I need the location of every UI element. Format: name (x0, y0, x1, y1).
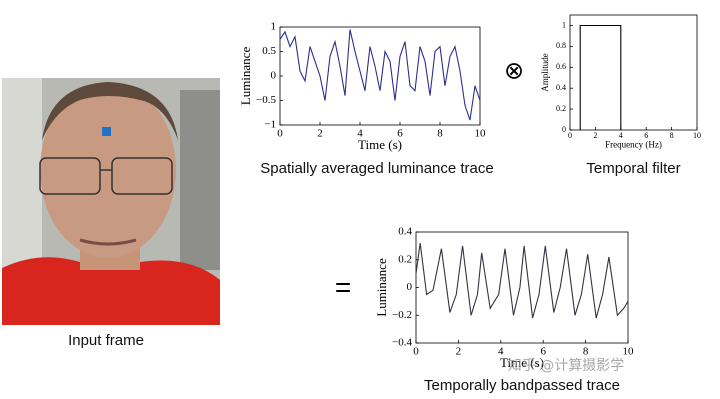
operator: ⊗ (504, 59, 524, 85)
x-tick-label: 10 (693, 131, 701, 140)
x-axis-label: Time (s) (358, 137, 402, 152)
plot-frame (279, 26, 481, 126)
input-frame-image (2, 78, 220, 325)
plot-frame (569, 14, 698, 131)
y-axis-label: Luminance (374, 258, 389, 317)
y-tick-label: 1 (271, 21, 277, 33)
operator: = (335, 271, 351, 302)
x-tick-label: 0 (277, 127, 283, 139)
x-tick-label: 4 (619, 131, 623, 140)
data-line (279, 29, 481, 121)
y-axis-label: Luminance (238, 47, 253, 106)
data-line (415, 243, 629, 319)
x-tick-label: 4 (498, 345, 504, 357)
y-tick-label: −0.4 (392, 337, 412, 349)
x-tick-label: 8 (437, 127, 443, 139)
y-tick-label: 0.2 (398, 253, 412, 265)
x-tick-label: 6 (644, 131, 648, 140)
y-tick-label: 0 (407, 281, 413, 293)
data-line (579, 24, 622, 130)
y-tick-label: 0 (271, 70, 277, 82)
x-tick-label: 4 (357, 127, 363, 139)
x-tick-label: 2 (317, 127, 323, 139)
y-tick-label: −0.2 (392, 309, 412, 321)
chart-caption: Temporal filter (586, 160, 680, 177)
x-tick-label: 2 (456, 345, 462, 357)
y-tick-label: 0.6 (556, 62, 566, 71)
watermark: 知乎 @计算摄影学 (508, 357, 624, 374)
y-tick-label: −1 (264, 119, 276, 131)
y-tick-label: 0.4 (398, 226, 412, 238)
y-tick-label: 0.4 (556, 83, 566, 92)
plot-frame (415, 231, 629, 344)
x-tick-label: 6 (397, 127, 403, 139)
x-tick-label: 10 (475, 127, 487, 139)
y-tick-label: 0.5 (262, 45, 276, 57)
y-axis-label: Amplitude (540, 53, 550, 92)
x-tick-label: 8 (670, 131, 674, 140)
x-tick-label: 8 (583, 345, 589, 357)
y-tick-label: 1 (562, 20, 566, 29)
y-tick-label: 0 (562, 125, 566, 134)
x-tick-label: 6 (540, 345, 546, 357)
y-tick-label: 0.8 (556, 41, 566, 50)
y-tick-label: −0.5 (256, 94, 276, 106)
x-axis-label: Frequency (Hz) (605, 139, 662, 149)
x-axis-label: Time (s) (500, 355, 544, 370)
x-tick-label: 10 (623, 345, 635, 357)
x-tick-label: 0 (568, 131, 572, 140)
y-tick-label: 0.2 (556, 104, 566, 113)
chart-caption: Temporally bandpassed trace (424, 377, 620, 394)
x-tick-label: 0 (413, 345, 419, 357)
image-caption: Input frame (68, 332, 144, 349)
chart-caption: Spatially averaged luminance trace (260, 160, 493, 177)
x-tick-label: 2 (593, 131, 597, 140)
